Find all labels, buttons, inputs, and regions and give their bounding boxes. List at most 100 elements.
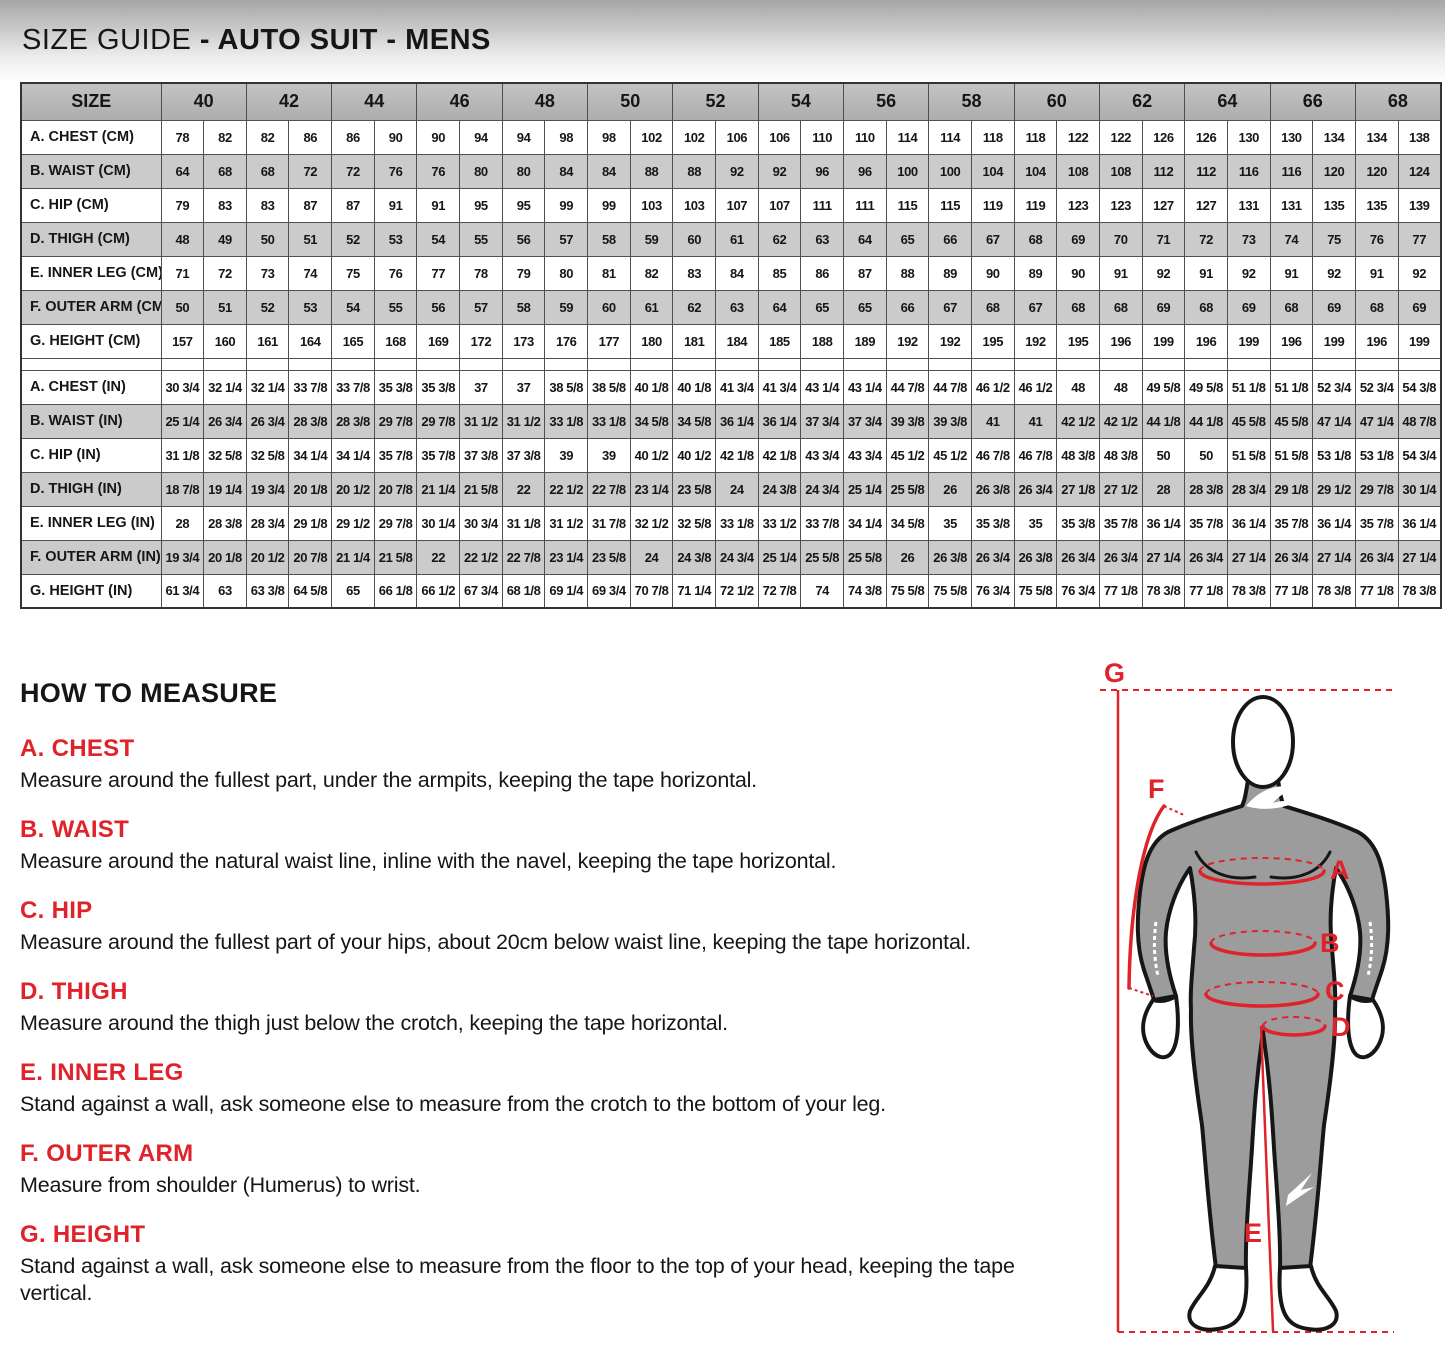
- size-cell: 56: [501, 221, 546, 257]
- size-cell: 123: [1098, 187, 1143, 223]
- size-cell: 91: [1269, 255, 1314, 291]
- size-cell: 26 3/4: [970, 539, 1015, 575]
- table-spacer-row: [20, 357, 1442, 371]
- outer-arm-line: [1127, 804, 1166, 990]
- right-foot: [1277, 1264, 1339, 1332]
- spacer-cell: [416, 357, 461, 371]
- size-cell: 37 3/4: [843, 403, 887, 439]
- size-cell: 75 5/8: [885, 573, 930, 609]
- size-cell: 33 1/8: [544, 403, 589, 439]
- size-cell: 192: [928, 323, 972, 359]
- size-cell: 52: [331, 221, 375, 257]
- size-header: 46: [416, 82, 503, 121]
- size-cell: 69: [1397, 289, 1442, 325]
- size-cell: 23 1/4: [544, 539, 589, 575]
- size-cell: 24 3/8: [757, 471, 802, 507]
- size-cell: 68: [1098, 289, 1143, 325]
- size-cell: 199: [1397, 323, 1442, 359]
- size-cell: 192: [885, 323, 930, 359]
- size-cell: 66 1/8: [373, 573, 418, 609]
- size-cell: 195: [970, 323, 1015, 359]
- size-cell: 63: [800, 221, 844, 257]
- row-label: B. WAIST (CM): [20, 153, 162, 189]
- size-cell: 30 1/4: [1397, 471, 1442, 507]
- size-cell: 87: [843, 255, 887, 291]
- size-cell: 32 1/4: [245, 369, 290, 405]
- size-cell: 22 7/8: [501, 539, 546, 575]
- size-cell: 23 1/4: [629, 471, 674, 507]
- row-label: C. HIP (IN): [20, 437, 162, 473]
- row-label: B. WAIST (IN): [20, 403, 162, 439]
- size-cell: 45 5/8: [1269, 403, 1314, 439]
- size-cell: 40 1/8: [629, 369, 674, 405]
- size-cell: 61: [629, 289, 674, 325]
- size-cell: 83: [203, 187, 247, 223]
- size-cell: 71: [160, 255, 205, 291]
- size-cell: 27 1/4: [1226, 539, 1271, 575]
- size-cell: 25 5/8: [885, 471, 930, 507]
- spacer-cell: [1184, 357, 1228, 371]
- size-cell: 127: [1184, 187, 1228, 223]
- body-diagram: G F A B C D: [1100, 658, 1394, 1333]
- size-cell: 90: [416, 119, 461, 155]
- size-cell: 95: [459, 187, 503, 223]
- size-cell: 77 1/8: [1184, 573, 1228, 609]
- size-cell: 100: [928, 153, 972, 189]
- table-row: C. HIP (IN) 31 1/8 32 5/8 32 5/8 34 1/4 34 1/…: [20, 437, 1442, 473]
- size-cell: 54: [331, 289, 375, 325]
- spacer-cell: [245, 357, 290, 371]
- row-label: A. CHEST (CM): [20, 119, 162, 155]
- size-cell: 25 1/4: [160, 403, 205, 439]
- size-cell: 92: [757, 153, 802, 189]
- size-cell: 72: [203, 255, 247, 291]
- size-header: 48: [501, 82, 589, 121]
- size-cell: 68: [1354, 289, 1399, 325]
- spacer-cell: [843, 357, 887, 371]
- size-cell: 65: [843, 289, 887, 325]
- size-cell: 22: [416, 539, 461, 575]
- size-cell: 73: [245, 255, 290, 291]
- size-cell: 56: [416, 289, 461, 325]
- row-label: C. HIP (CM): [20, 187, 162, 223]
- size-cell: 34 1/4: [843, 505, 887, 541]
- measure-item: B. WAIST Measure around the natural waist…: [20, 816, 1080, 875]
- measure-item: C. HIP Measure around the fullest part of…: [20, 897, 1080, 956]
- size-cell: 48: [1098, 369, 1143, 405]
- size-cell: 120: [1312, 153, 1356, 189]
- thigh-ellipse-back: [1262, 1016, 1326, 1027]
- size-cell: 19 1/4: [203, 471, 247, 507]
- size-cell: 27 1/2: [1098, 471, 1143, 507]
- hip-ellipse-front: [1204, 992, 1320, 1008]
- size-cell: 85: [757, 255, 802, 291]
- size-cell: 119: [1013, 187, 1058, 223]
- size-cell: 130: [1226, 119, 1271, 155]
- spacer-cell: [885, 357, 930, 371]
- size-cell: 86: [800, 255, 844, 291]
- size-cell: 37 3/4: [800, 403, 844, 439]
- measurement-figure: G F A B C D: [1098, 658, 1443, 1355]
- size-cell: 36 1/4: [1397, 505, 1442, 541]
- size-cell: 24: [715, 471, 759, 507]
- table-row: G. HEIGHT (CM) 157 160 161 164 165 168 169 172 17…: [20, 323, 1442, 359]
- size-cell: 32 1/4: [203, 369, 247, 405]
- size-cell: 189: [843, 323, 887, 359]
- size-cell: 25 1/4: [757, 539, 802, 575]
- size-cell: 169: [416, 323, 461, 359]
- header-band: SIZE GUIDE - AUTO SUIT - MENS: [0, 0, 1445, 82]
- size-cell: 20 1/8: [288, 471, 333, 507]
- size-cell: 73: [1226, 221, 1271, 257]
- size-cell: 72: [331, 153, 375, 189]
- size-cell: 69 3/4: [587, 573, 631, 609]
- size-cell: 92: [715, 153, 759, 189]
- size-cell: 57: [459, 289, 503, 325]
- size-table: SIZE 40 42 44 46 48 50 52 54 56 58 60 62 64 66 68 A. CH…: [20, 82, 1442, 609]
- size-cell: 26 3/4: [1056, 539, 1100, 575]
- size-cell: 37: [501, 369, 546, 405]
- size-cell: 54: [416, 221, 461, 257]
- size-cell: 72: [1184, 221, 1228, 257]
- size-cell: 46 1/2: [1013, 369, 1058, 405]
- size-cell: 28 3/4: [1226, 471, 1271, 507]
- size-cell: 35 7/8: [1184, 505, 1228, 541]
- row-label: E. INNER LEG (CM): [20, 255, 162, 291]
- label-b: B: [1320, 928, 1340, 958]
